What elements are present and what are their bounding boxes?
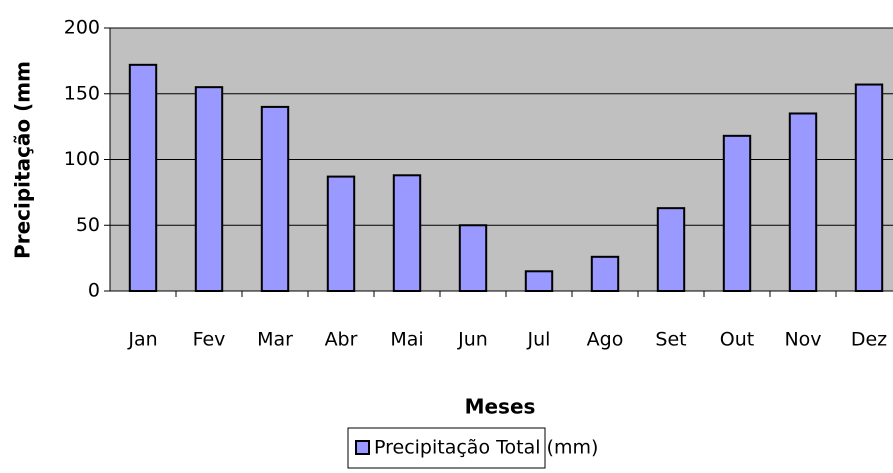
bar	[722, 134, 752, 292]
x-tick-label: Mai	[390, 329, 423, 351]
bar	[194, 86, 224, 292]
x-tick-label: Dez	[851, 329, 887, 351]
x-tick-label: Jul	[527, 329, 551, 351]
y-tick-label: 100	[64, 148, 100, 170]
y-tick-label: 50	[76, 214, 100, 236]
y-tick-label: 0	[88, 280, 100, 302]
bar	[656, 207, 686, 292]
bar	[788, 112, 818, 292]
legend-swatch	[355, 440, 370, 455]
legend	[347, 427, 546, 469]
bar	[590, 255, 620, 292]
x-axis-label: Meses	[465, 395, 536, 419]
x-tick-label: Jan	[127, 329, 157, 351]
x-tick-label: Mar	[257, 329, 293, 351]
bar	[524, 270, 554, 292]
bar	[458, 224, 488, 292]
bar	[260, 105, 290, 293]
legend-box	[347, 427, 546, 469]
bar	[128, 63, 158, 292]
y-tick-label: 150	[64, 82, 100, 104]
x-tick-label: Jun	[457, 329, 488, 351]
x-tick-label: Set	[655, 329, 686, 351]
x-tick-label: Ago	[587, 329, 624, 351]
y-tick-label: 200	[64, 17, 100, 39]
legend-label: Precipitação Total (mm)	[374, 437, 598, 459]
x-tick-label: Abr	[325, 329, 358, 351]
bar	[326, 175, 356, 292]
x-tick-label: Out	[720, 329, 754, 351]
bar	[854, 83, 884, 292]
x-tick-label: Fev	[193, 329, 226, 351]
x-tick-label: Nov	[784, 329, 821, 351]
bar	[392, 174, 422, 292]
y-axis-label: Precipitação (mm	[11, 61, 35, 259]
